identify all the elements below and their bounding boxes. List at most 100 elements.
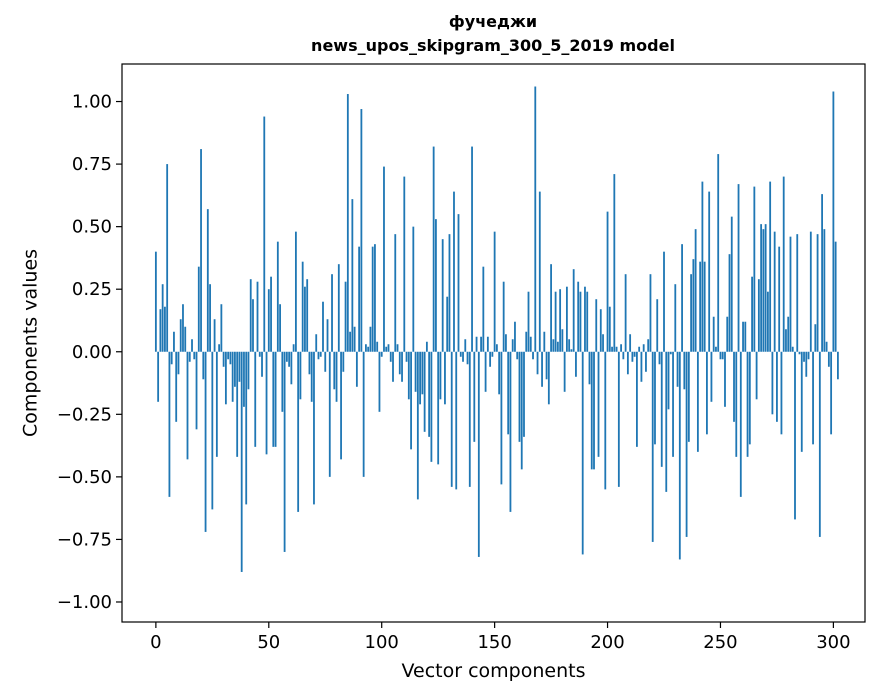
bar-173 [545, 351, 548, 380]
chart-title-line1: фучеджи [448, 12, 538, 31]
plot-frame [121, 63, 866, 623]
bar-195 [595, 299, 598, 352]
bar-150 [493, 231, 496, 352]
bar-278 [782, 176, 785, 352]
bar-265 [753, 186, 756, 352]
bar-235 [685, 351, 688, 537]
bar-126 [439, 351, 442, 400]
bar-206 [620, 344, 622, 352]
bar-48 [263, 116, 266, 352]
bar-133 [455, 351, 458, 490]
bar-64 [299, 351, 302, 400]
bar-280 [787, 316, 790, 352]
bar-97 [374, 244, 376, 352]
bar-270 [764, 224, 767, 352]
bar-65 [301, 261, 304, 352]
bar-187 [577, 281, 580, 352]
bar-66 [304, 286, 306, 352]
bar-248 [715, 346, 717, 352]
bar-132 [453, 191, 455, 352]
bar-37 [238, 351, 241, 382]
x-axis-label: Vector components [402, 660, 586, 682]
bar-46 [258, 351, 261, 357]
bar-62 [294, 231, 297, 352]
bar-171 [541, 351, 543, 387]
bar-194 [593, 351, 595, 470]
bar-204 [615, 346, 618, 352]
bar-159 [514, 321, 516, 352]
bar-155 [505, 334, 507, 352]
bar-238 [692, 259, 695, 352]
bar-268 [760, 224, 763, 352]
bar-192 [588, 351, 591, 385]
bar-144 [480, 336, 482, 352]
bar-161 [518, 351, 521, 442]
bar-22 [204, 351, 207, 532]
bar-50 [267, 289, 270, 352]
bar-116 [416, 351, 419, 500]
bar-72 [317, 351, 320, 360]
bar-35 [234, 351, 236, 387]
bar-183 [568, 339, 571, 352]
bar-4 [164, 306, 166, 352]
bar-145 [482, 266, 485, 352]
bar-244 [706, 351, 708, 435]
bar-163 [523, 351, 525, 437]
bar-214 [638, 346, 641, 352]
bar-125 [437, 351, 440, 465]
bar-120 [425, 341, 428, 352]
bar-191 [586, 291, 589, 352]
bar-44 [254, 351, 257, 447]
bar-16 [191, 339, 193, 352]
bar-262 [746, 351, 749, 457]
bar-135 [459, 351, 462, 357]
bar-101 [383, 166, 385, 352]
x-tick-label: 300 [816, 632, 850, 653]
bar-89 [355, 351, 358, 387]
bar-68 [308, 351, 311, 375]
bar-100 [380, 351, 383, 357]
bar-2 [159, 309, 162, 352]
bar-273 [771, 351, 774, 415]
bar-143 [477, 351, 480, 557]
bar-252 [724, 351, 726, 407]
bar-73 [319, 351, 322, 357]
bar-63 [297, 351, 300, 512]
bar-272 [769, 181, 772, 352]
bar-193 [590, 351, 593, 470]
bar-152 [498, 351, 501, 395]
bar-207 [622, 351, 625, 360]
bar-99 [378, 351, 381, 412]
bar-43 [252, 299, 254, 352]
bar-31 [224, 351, 227, 405]
bar-170 [538, 191, 541, 352]
bar-177 [554, 291, 557, 352]
bar-122 [430, 351, 433, 462]
bar-36 [236, 351, 239, 457]
bar-295 [821, 194, 823, 352]
bar-223 [658, 351, 661, 365]
bar-57 [283, 351, 286, 552]
bar-23 [206, 209, 209, 352]
bar-201 [608, 306, 611, 352]
bar-229 [672, 351, 674, 457]
y-tick-label: 0.00 [72, 342, 112, 363]
bar-10 [177, 351, 180, 375]
bar-92 [362, 351, 365, 477]
bar-154 [502, 281, 505, 352]
bar-29 [220, 304, 223, 352]
bar-98 [376, 341, 379, 352]
bar-71 [315, 334, 318, 352]
bar-277 [780, 351, 783, 435]
bar-90 [358, 246, 361, 352]
bar-261 [744, 321, 747, 352]
bar-208 [624, 274, 627, 352]
bar-271 [766, 291, 769, 352]
bar-47 [261, 351, 263, 377]
bar-279 [785, 329, 787, 352]
bar-236 [687, 351, 690, 442]
bar-112 [407, 351, 410, 400]
bar-103 [387, 344, 390, 352]
bar-241 [699, 261, 702, 352]
bar-243 [703, 261, 706, 352]
